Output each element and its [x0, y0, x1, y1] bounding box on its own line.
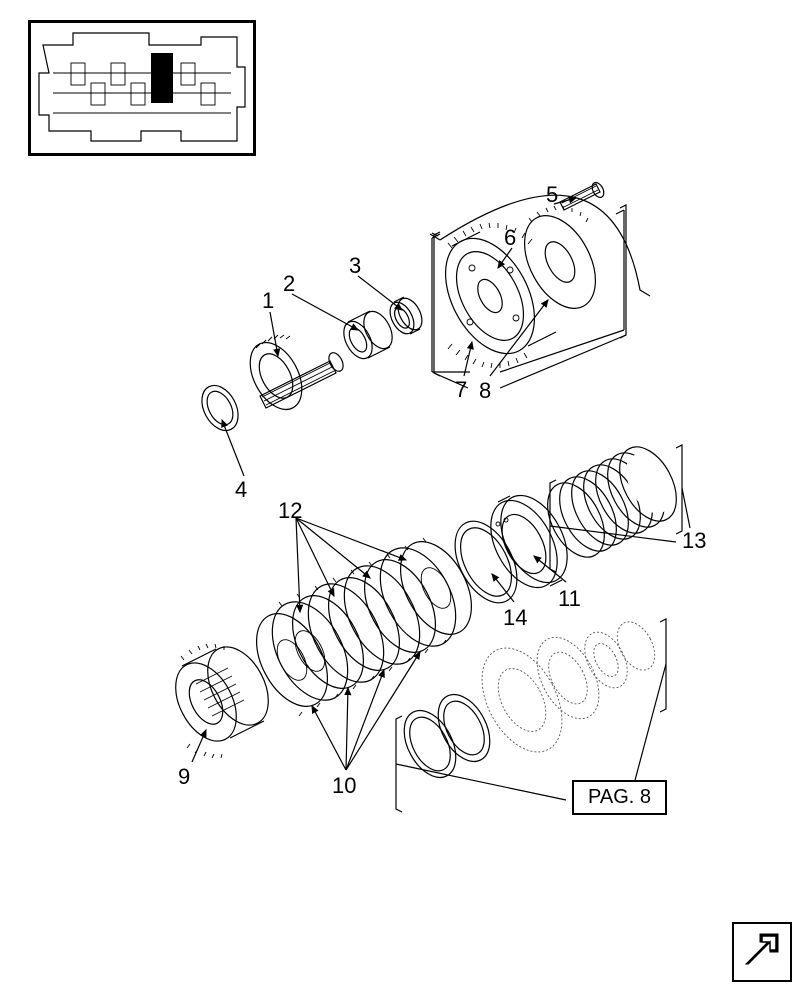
part-10-12-clutch-stack: [242, 530, 486, 718]
callout-7: 7: [455, 377, 467, 403]
callout-9: 9: [178, 764, 190, 790]
callout-5: 5: [546, 182, 558, 208]
exploded-view-svg: [0, 0, 812, 1000]
callout-1: 1: [262, 288, 274, 314]
callout-14: 14: [503, 605, 527, 631]
callout-13: 13: [682, 528, 706, 554]
callout-3: 3: [349, 253, 361, 279]
callout-4: 4: [235, 477, 247, 503]
leader-lines: [192, 198, 576, 770]
callout-10: 10: [332, 773, 356, 799]
part-13-spring: [536, 437, 688, 566]
part-2-bushing: [338, 307, 398, 364]
part-9-hub-gear: [163, 637, 280, 758]
page-reference-box: PAG. 8: [572, 780, 667, 815]
part-5-bolt: [560, 181, 606, 210]
part-1-shaft: [240, 334, 346, 418]
callout-8: 8: [479, 378, 491, 404]
nav-next-icon[interactable]: [732, 922, 792, 982]
arrow-up-right-icon: [740, 930, 784, 974]
callout-11: 11: [558, 586, 581, 612]
part-4-o-ring: [195, 379, 246, 436]
diagram-canvas: 1 2 3 4 5 6 7 8 9 10 11 12 13 14 PAG. 8: [0, 0, 812, 1000]
part-ghost-pag8: [394, 616, 663, 787]
callout-12: 12: [278, 498, 302, 524]
callout-2: 2: [283, 271, 295, 297]
callout-6: 6: [504, 225, 516, 251]
